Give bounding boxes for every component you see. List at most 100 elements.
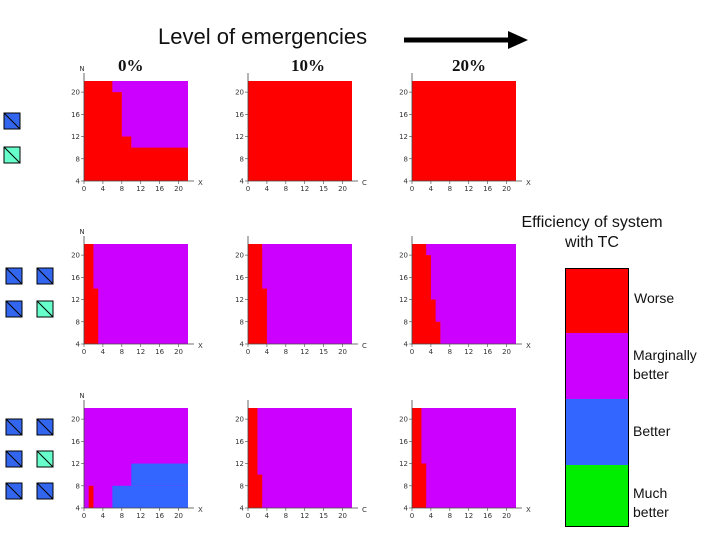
heatmap-r1c3-x-tick-label-1: 4 (429, 185, 434, 193)
heatmap-r2c1-y-tick-label-4: 20 (71, 252, 80, 260)
heatmap-r3c3-x-letter: X (526, 506, 531, 514)
heatmap-r3c3-y-tick-label-4: 20 (399, 416, 408, 424)
heatmap-r3c1-y-tick-label-4: 20 (71, 416, 80, 424)
heatmap-r1c3-y-tick-label-2: 12 (399, 133, 408, 141)
legend-label-much-line1: Much (633, 485, 668, 501)
heatmap-r1c3-x-tick-label-0: 0 (410, 185, 414, 193)
heatmap-r1c1-y-tick-label-3: 16 (71, 111, 80, 119)
heatmap-r2c2-x-tick-label-4: 15 (319, 348, 328, 356)
heatmap-r3c1-x-tick-label-4: 16 (155, 512, 164, 520)
heatmap-r1c2-x-tick-label-0: 0 (246, 185, 250, 193)
heatmap-r3c2-x-tick-label-4: 15 (319, 512, 328, 520)
heatmap-r1c1-y-letter: N (79, 65, 84, 73)
heatmap-r3c2-x-tick-label-2: 8 (284, 512, 288, 520)
legend-swatch-marginal (565, 333, 629, 400)
heatmap-r3c2-x-tick-label-0: 0 (246, 512, 250, 520)
heatmap-r3c2-region-worse-0 (248, 408, 263, 508)
heatmap-r2c1-y-tick-label-1: 8 (76, 318, 80, 326)
heatmap-r1c1-y-tick-label-0: 4 (76, 178, 81, 186)
heatmap-r1c1-x-tick-label-5: 20 (174, 185, 183, 193)
heatmap-r1c2-x-tick-label-2: 8 (284, 185, 288, 193)
heatmap-r1c1-y-tick-label-2: 12 (71, 133, 80, 141)
heatmap-r2c2-y-tick-label-1: 8 (240, 318, 244, 326)
heatmap-r2c1-y-letter: N (79, 228, 84, 236)
heatmap-r1c3-x-letter: X (526, 179, 531, 187)
heatmap-r2c3-x-tick-label-3: 12 (464, 348, 473, 356)
heatmap-r1c1-region-worse-0 (84, 81, 188, 181)
heatmap-r2c3-x-letter: X (526, 342, 531, 350)
heatmap-r3c1-x-tick-label-1: 4 (101, 512, 106, 520)
legend-title: Efficiency of system with TC (500, 213, 684, 253)
column-header-0: 0% (118, 56, 144, 75)
heatmap-r3c2-y-tick-label-0: 4 (240, 505, 245, 513)
heatmap-r2c2-x-tick-label-0: 0 (246, 348, 250, 356)
heatmap-r1c2-x-letter: C (362, 179, 367, 187)
heatmap-r1c1-x-tick-label-1: 4 (101, 185, 106, 193)
agent-square-icon-r3-2-diagonal (36, 418, 54, 436)
heatmap-r3c3-x-tick-label-2: 8 (448, 512, 452, 520)
heatmap-r3c1-region-better-2 (131, 463, 188, 486)
heatmap-r1c3-x-tick-label-2: 8 (448, 185, 452, 193)
page-title: Level of emergencies (158, 24, 368, 49)
heatmap-r2c3-x-tick-label-4: 16 (483, 348, 492, 356)
heatmap-r3c1-y-tick-label-3: 16 (71, 438, 80, 446)
heatmap-r1c1-x-letter: X (198, 179, 203, 187)
heatmap-r3c3-y-tick-label-1: 8 (404, 482, 408, 490)
heatmap-r2c3-x-tick-label-5: 20 (502, 348, 511, 356)
agent-square-icon-r3-1-diagonal (5, 418, 23, 436)
column-header-1: 10% (291, 56, 325, 75)
agent-square-icon-r1-2-diagonal (3, 146, 21, 164)
legend-title-line2: with TC (565, 234, 619, 251)
heatmap-r1c2-y-tick-label-0: 4 (240, 178, 245, 186)
heatmap-r1c2-y-tick-label-4: 20 (235, 89, 244, 97)
legend-label-marginal-line1: Marginally (633, 347, 697, 363)
heatmap-r3c3-x-tick-label-4: 16 (483, 512, 492, 520)
agent-square-icon-r2-2-diagonal (36, 267, 54, 285)
heatmap-r1c2-y-tick-label-1: 8 (240, 155, 244, 163)
heatmap-r2c1-x-tick-label-4: 16 (155, 348, 164, 356)
heatmap-r2c3-y-tick-label-4: 20 (399, 252, 408, 260)
heatmap-r3c3-x-tick-label-5: 20 (502, 512, 511, 520)
heatmap-r3c2-y-tick-label-4: 20 (235, 416, 244, 424)
heatmap-r1c3-y-tick-label-3: 16 (399, 111, 408, 119)
heatmap-r2c3-y-tick-label-3: 16 (399, 274, 408, 282)
heatmap-r3c2-y-tick-label-3: 16 (235, 438, 244, 446)
legend-label-worse: Worse (634, 290, 675, 306)
heatmap-r3c1-x-tick-label-3: 12 (136, 512, 145, 520)
heatmap-r1c1-y-tick-label-1: 8 (76, 155, 80, 163)
heatmap-r1c2-region-worse-0 (248, 81, 352, 181)
heatmap-r2c2-x-tick-label-5: 20 (338, 348, 347, 356)
heatmap-r1c2-x-tick-label-4: 15 (319, 185, 328, 193)
heatmap-r3c2-background (248, 408, 352, 508)
agent-square-icon-r1-1-diagonal (3, 112, 21, 130)
heatmap-r2c2-y-tick-label-3: 16 (235, 274, 244, 282)
heatmap-r2c3-x-tick-label-1: 4 (429, 348, 434, 356)
heatmap-r3c1-x-tick-label-5: 20 (174, 512, 183, 520)
heatmap-r2c1-x-tick-label-3: 12 (136, 348, 145, 356)
heatmap-r3c2-x-tick-label-3: 12 (300, 512, 309, 520)
agent-square-icon-r3-5-diagonal (5, 482, 23, 500)
heatmap-r1c3-y-tick-label-0: 4 (404, 178, 409, 186)
heatmap-r1c2-x-tick-label-1: 4 (265, 185, 270, 193)
heatmap-r1c3-x-tick-label-5: 20 (502, 185, 511, 193)
heatmap-r2c3-region-worse-0 (412, 244, 441, 344)
heatmap-r3c2-x-tick-label-1: 4 (265, 512, 270, 520)
heatmap-r2c1-x-letter: X (198, 342, 203, 350)
heatmap-r3c2-y-tick-label-2: 12 (235, 460, 244, 468)
heatmap-r1c3-region-worse-0 (412, 81, 516, 181)
heatmap-r2c3-y-tick-label-1: 8 (404, 318, 408, 326)
heatmap-r3c3-x-tick-label-3: 12 (464, 512, 473, 520)
legend-swatch-better (565, 399, 629, 466)
heatmap-r2c3-x-tick-label-2: 8 (448, 348, 452, 356)
legend-swatch-worse (565, 268, 629, 334)
heatmap-r3c2-y-tick-label-1: 8 (240, 482, 244, 490)
heatmap-r1c3-y-tick-label-4: 20 (399, 89, 408, 97)
legend-swatch-much-better (565, 465, 629, 527)
heatmap-r2c1-y-tick-label-0: 4 (76, 341, 81, 349)
heatmap-r2c2-x-tick-label-2: 8 (284, 348, 288, 356)
heatmap-r2c1-y-tick-label-3: 16 (71, 274, 80, 282)
heatmap-r1c1-y-tick-label-4: 20 (71, 89, 80, 97)
heatmap-r2c2-y-tick-label-4: 20 (235, 252, 244, 260)
heatmap-r1c1-x-tick-label-4: 16 (155, 185, 164, 193)
heatmap-r2c2-region-worse-0 (248, 244, 267, 344)
